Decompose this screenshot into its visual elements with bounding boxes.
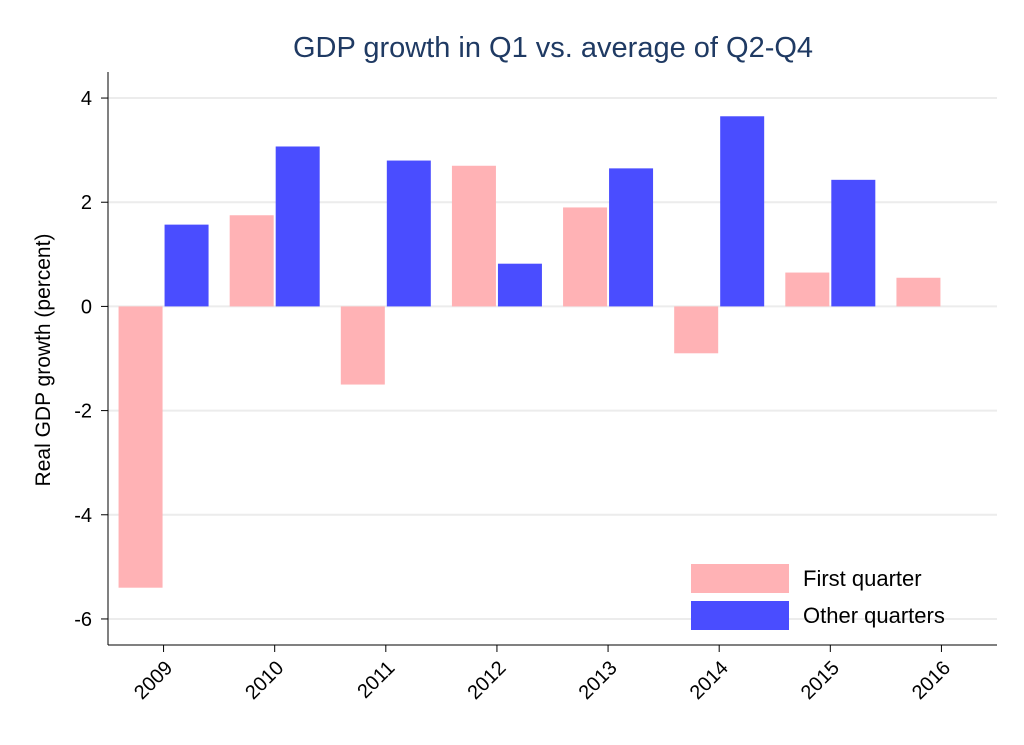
legend-swatch-other-quarters [691, 601, 789, 630]
bar-first-quarter-2015 [785, 272, 830, 307]
y-tick-label: -6 [74, 609, 92, 631]
bars [118, 116, 941, 588]
y-axis-ticks: 4 2 0 -2 -4 -6 [74, 88, 108, 631]
chart-title: GDP growth in Q1 vs. average of Q2-Q4 [293, 32, 813, 64]
bar-first-quarter-2010 [229, 215, 274, 307]
y-tick-label: -2 [74, 401, 92, 423]
bar-first-quarter-2012 [451, 165, 496, 307]
bar-first-quarter-2016 [896, 277, 941, 307]
y-tick-label: 2 [81, 192, 92, 214]
legend-label-other-quarters: Other quarters [803, 603, 945, 628]
bar-other-quarters-2009 [164, 224, 209, 307]
y-axis-title: Real GDP growth (percent) [32, 234, 55, 487]
bar-other-quarters-2011 [386, 160, 431, 307]
bar-first-quarter-2009 [118, 306, 163, 588]
y-tick-label: -4 [74, 505, 92, 527]
bar-first-quarter-2011 [340, 306, 385, 385]
bar-other-quarters-2010 [275, 146, 320, 307]
legend-label-first-quarter: First quarter [803, 566, 922, 591]
y-tick-label: 0 [81, 296, 92, 318]
bar-other-quarters-2014 [720, 116, 765, 307]
bar-other-quarters-2013 [609, 168, 654, 307]
bar-other-quarters-2012 [497, 263, 542, 307]
bar-other-quarters-2015 [831, 179, 876, 307]
y-tick-label: 4 [81, 88, 92, 110]
legend: First quarter Other quarters [691, 564, 945, 630]
bar-first-quarter-2014 [674, 306, 719, 354]
bar-first-quarter-2013 [563, 207, 608, 307]
legend-swatch-first-quarter [691, 564, 789, 593]
